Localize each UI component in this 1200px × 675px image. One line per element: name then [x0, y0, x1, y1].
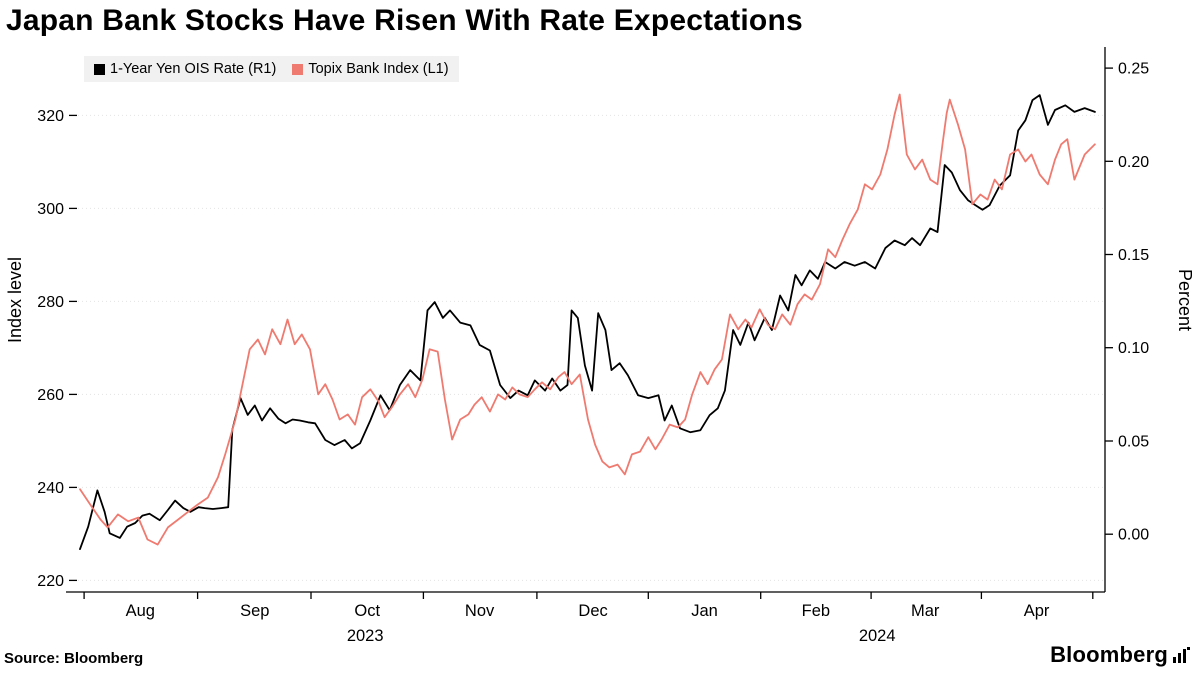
legend-label-ois-rate: 1-Year Yen OIS Rate (R1)	[110, 61, 277, 77]
svg-text:300: 300	[37, 201, 64, 218]
svg-text:Mar: Mar	[911, 602, 940, 620]
svg-text:Sep: Sep	[240, 602, 269, 620]
svg-text:Dec: Dec	[578, 602, 607, 620]
svg-text:0.10: 0.10	[1118, 340, 1149, 357]
svg-text:2023: 2023	[347, 627, 384, 645]
svg-text:Nov: Nov	[465, 602, 495, 620]
svg-text:0.00: 0.00	[1118, 527, 1149, 544]
legend-item-topix-bank: Topix Bank Index (L1)	[292, 61, 449, 77]
svg-text:2024: 2024	[859, 627, 896, 645]
legend-swatch-red	[292, 63, 304, 75]
svg-text:Oct: Oct	[354, 602, 380, 620]
svg-text:260: 260	[37, 387, 64, 404]
legend-label-topix-bank: Topix Bank Index (L1)	[308, 61, 449, 77]
svg-text:0.15: 0.15	[1118, 247, 1149, 264]
legend-swatch-black	[94, 63, 105, 75]
legend-item-ois-rate: 1-Year Yen OIS Rate (R1)	[94, 61, 276, 77]
svg-text:0.20: 0.20	[1118, 154, 1149, 171]
chart-title: Japan Bank Stocks Have Risen With Rate E…	[6, 4, 803, 37]
chart-legend: 1-Year Yen OIS Rate (R1) Topix Bank Inde…	[84, 56, 459, 82]
left-axis-title: Index level	[5, 256, 25, 344]
svg-text:220: 220	[37, 573, 64, 590]
svg-text:0.25: 0.25	[1118, 61, 1149, 78]
source-attribution: Source: Bloomberg	[4, 650, 144, 667]
bloomberg-chart-icon	[1173, 647, 1190, 663]
svg-text:Apr: Apr	[1024, 602, 1050, 620]
svg-text:0.05: 0.05	[1118, 434, 1149, 451]
right-axis-title: Percent	[1175, 268, 1195, 332]
bloomberg-logo: Bloomberg	[1050, 642, 1190, 668]
svg-text:Aug: Aug	[126, 602, 155, 620]
svg-text:320: 320	[37, 108, 64, 125]
svg-text:280: 280	[37, 294, 64, 311]
svg-text:Jan: Jan	[691, 602, 718, 620]
bloomberg-logo-text: Bloomberg	[1050, 642, 1168, 667]
svg-text:Feb: Feb	[802, 602, 830, 620]
svg-text:240: 240	[37, 480, 64, 497]
